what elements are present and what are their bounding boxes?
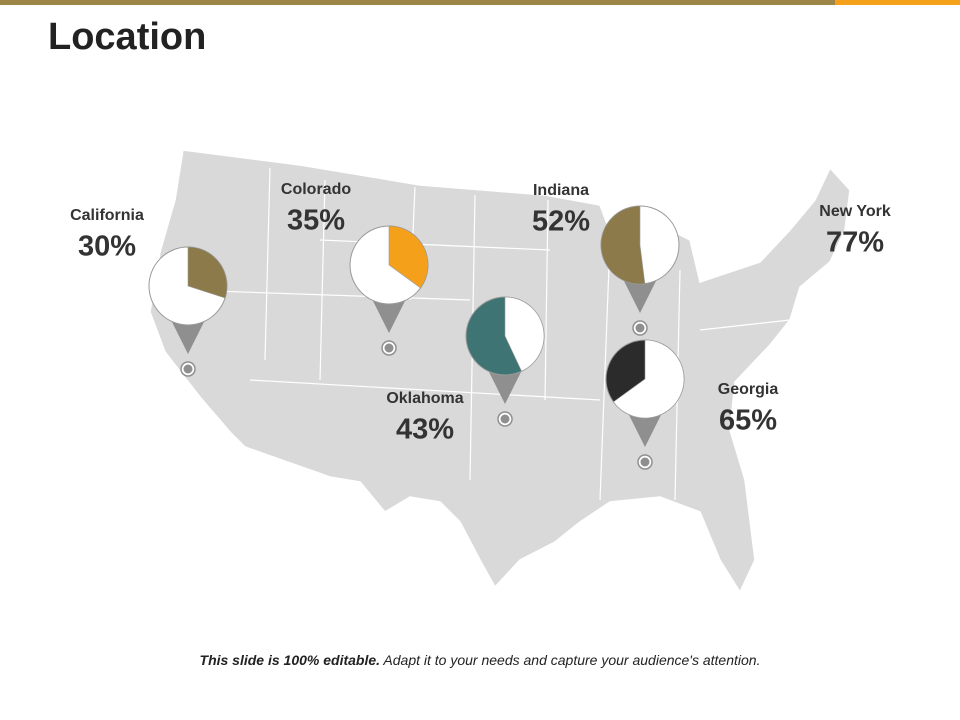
- location-name: Oklahoma: [386, 390, 463, 407]
- pin-pointer: [370, 295, 408, 333]
- location-percent: 65%: [719, 405, 777, 437]
- location-percent: 52%: [532, 206, 590, 238]
- pie-wedge: [600, 205, 646, 285]
- location-percent: 30%: [78, 231, 136, 263]
- location-percent: 35%: [287, 205, 345, 237]
- pin-dot: [640, 457, 650, 467]
- pie-wedge: [504, 296, 545, 372]
- pin-dot: [384, 343, 394, 353]
- pie-wedge: [388, 225, 429, 289]
- pie-wedge: [613, 339, 685, 419]
- pin-pointer: [486, 366, 524, 404]
- footer-text: Adapt it to your needs and capture your …: [382, 652, 760, 668]
- pin-dot: [500, 414, 510, 424]
- top-bar-accent: [835, 0, 960, 5]
- location-name: Georgia: [718, 381, 779, 398]
- location-name: New York: [819, 203, 891, 220]
- pin-pointer: [626, 409, 664, 447]
- pin-pointer: [621, 275, 659, 313]
- location-name: California: [70, 207, 144, 224]
- location-percent: 43%: [396, 414, 454, 446]
- footer: This slide is 100% editable. Adapt it to…: [200, 652, 761, 668]
- pie-wedge: [187, 246, 228, 299]
- pin-pointer: [169, 316, 207, 354]
- location-percent: 77%: [826, 227, 884, 259]
- location-name: Indiana: [533, 182, 589, 199]
- location-name: Colorado: [281, 181, 351, 198]
- pin-dot: [635, 323, 645, 333]
- pin-dot: [183, 364, 193, 374]
- title: Location: [48, 16, 206, 58]
- top-bar: [0, 0, 960, 5]
- footer-bold: This slide is 100% editable.: [200, 652, 381, 668]
